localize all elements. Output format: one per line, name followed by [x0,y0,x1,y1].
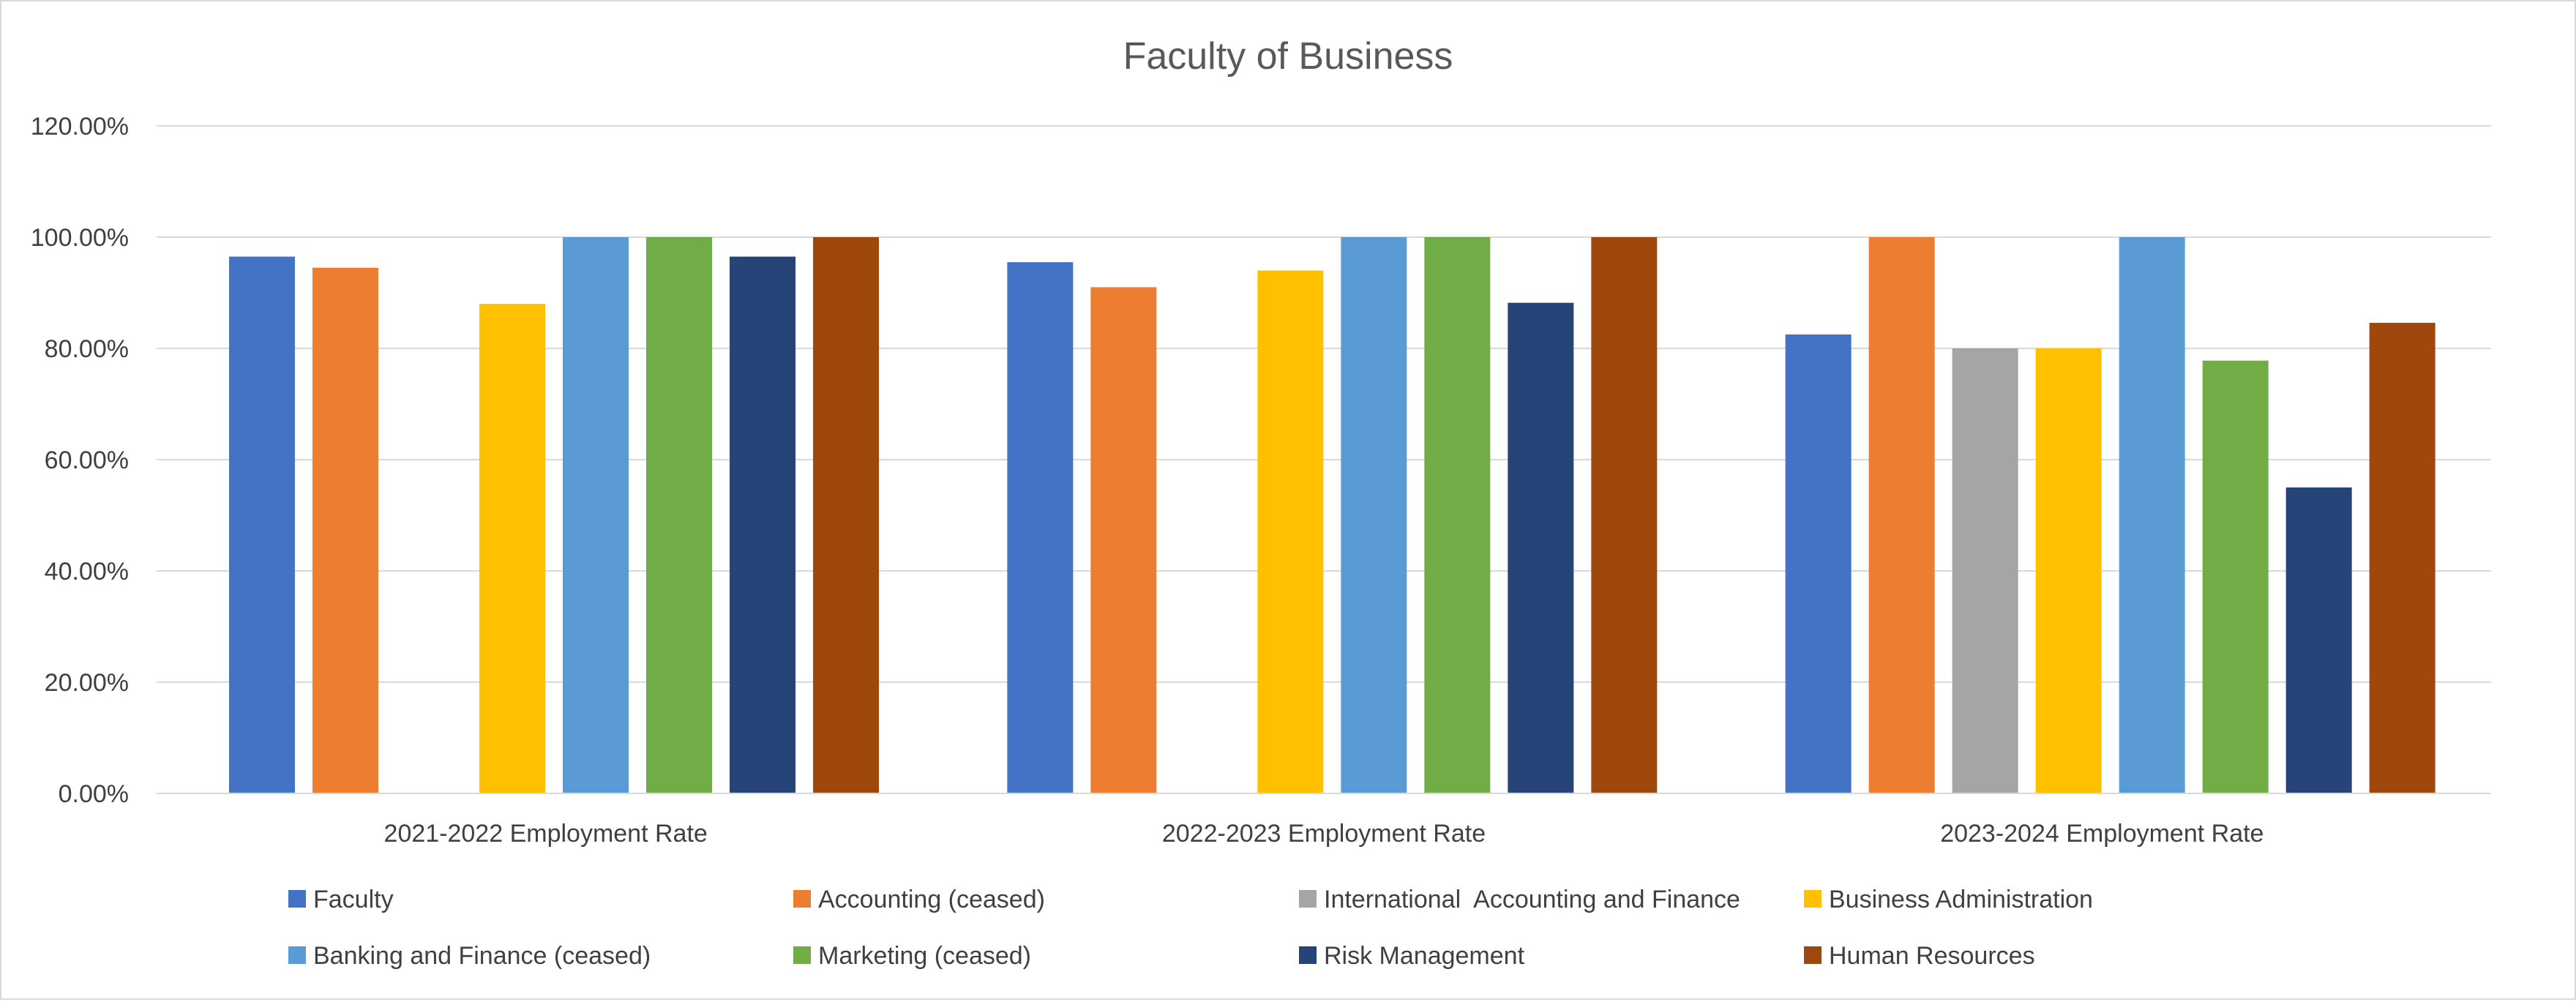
y-tick-label: 60.00% [45,446,129,474]
bar [479,304,545,793]
bar [1341,237,1407,793]
bar [1785,334,1852,793]
bar [646,237,712,793]
legend-label: Faculty [313,886,394,913]
legend: Faculty Accounting (ceased) International … [288,886,2093,970]
bar [1508,302,1574,793]
x-category-label: 2021-2022 Employment Rate [384,820,708,848]
y-tick-label: 120.00% [31,113,129,141]
legend-label: Marketing (ceased) [818,942,1031,970]
bar [2285,487,2352,793]
y-tick-label: 100.00% [31,224,129,252]
bar [2119,237,2185,793]
x-category-label: 2022-2023 Employment Rate [1162,820,1486,848]
y-tick-label: 40.00% [45,558,129,586]
bar [730,256,795,794]
y-tick-label: 0.00% [59,780,129,808]
bar [2035,348,2102,793]
bar [1424,237,1491,793]
legend-swatch [1299,946,1317,964]
legend-swatch [288,890,306,908]
bar [1090,287,1157,793]
legend-swatch [793,890,811,908]
legend-swatch [1804,946,1821,964]
chart-title: Faculty of Business [1123,35,1453,78]
bars [229,237,2435,794]
legend-swatch [1299,890,1317,908]
gridlines [157,125,2491,683]
legend-label: Risk Management [1324,942,1525,970]
bar [1257,270,1324,794]
legend-label: Human Resources [1829,942,2035,970]
legend-swatch [1804,890,1821,908]
bar [1007,262,1074,793]
bar [2369,323,2435,793]
bar [1591,237,1658,793]
bar [563,237,629,793]
legend-swatch [288,946,306,964]
bar [229,256,295,794]
bar [312,267,378,793]
bar [1952,348,2018,793]
legend-label: Business Administration [1829,886,2093,913]
x-axis-category-labels: 2021-2022 Employment Rate 2022-2023 Emplo… [384,820,2264,848]
bar [1868,237,1935,793]
x-category-label: 2023-2024 Employment Rate [1940,820,2264,848]
legend-label: Banking and Finance (ceased) [313,942,651,970]
legend-swatch [793,946,811,964]
bar [2202,360,2269,794]
legend-label: Accounting (ceased) [818,886,1045,913]
y-tick-label: 80.00% [45,335,129,363]
bar [813,237,879,793]
y-tick-label: 20.00% [45,669,129,697]
legend-label: International Accounting and Finance [1324,886,1740,913]
y-axis-tick-labels: 0.00% 20.00% 40.00% 60.00% 80.00% 100.00% 120.… [31,113,129,808]
